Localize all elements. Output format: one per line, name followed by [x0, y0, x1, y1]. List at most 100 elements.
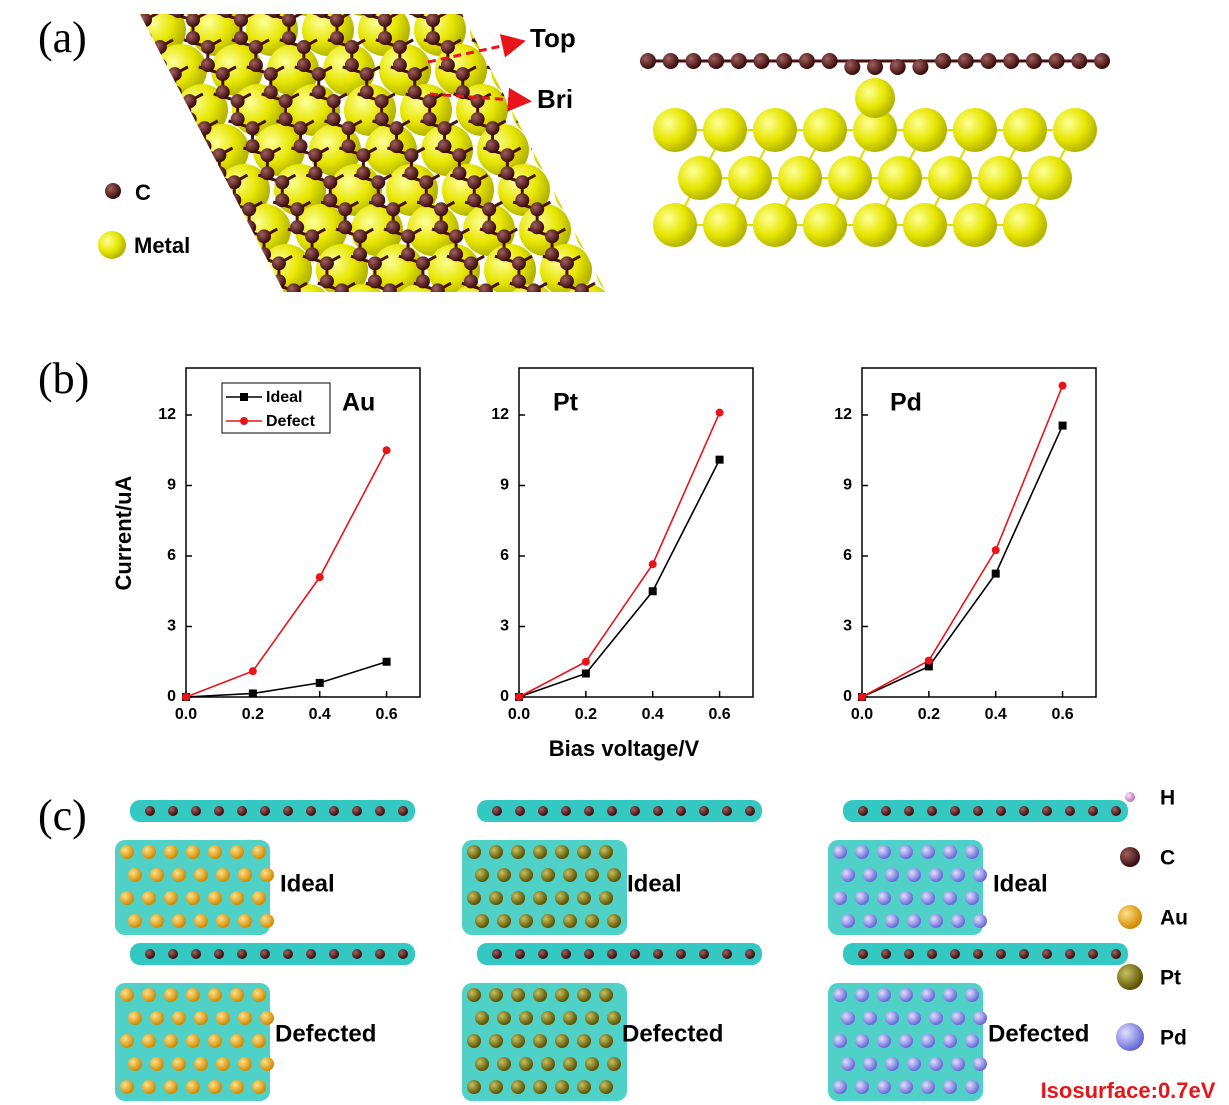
metal-atom: [1, 284, 53, 336]
metal-atom: [885, 1057, 899, 1071]
metal-atom: [260, 914, 274, 928]
metal-atom: [907, 868, 921, 882]
bond: [607, 67, 620, 74]
carbon-atom: [927, 806, 937, 816]
carbon-atom: [404, 166, 418, 180]
carbon-atom: [567, 112, 581, 126]
carbon-atom: [776, 53, 792, 69]
metal-atom: [172, 868, 186, 882]
carbon-atom: [224, 274, 238, 288]
metal-atom: [953, 203, 997, 247]
carbon-atom: [699, 4, 713, 18]
carbon-atom: [578, 220, 592, 234]
carbon-atom: [722, 949, 732, 959]
carbon-atom: [630, 949, 640, 959]
bond: [646, 94, 670, 101]
carbon-atom: [615, 94, 629, 108]
bond: [591, 256, 615, 263]
x-tick-label: 0.4: [309, 706, 331, 723]
metal-atom: [803, 108, 847, 152]
metal-atom: [585, 914, 599, 928]
metal-atom: [281, 0, 333, 16]
carbon-atom: [2, 202, 16, 216]
carbon-atom: [150, 139, 164, 153]
carbon-atom: [209, 247, 223, 261]
carbon-atom: [47, 283, 61, 297]
metal-atom: [599, 1034, 613, 1048]
carbon-atom: [618, 31, 632, 45]
metal-atom: [899, 1034, 913, 1048]
bond: [616, 40, 640, 47]
carbon-atom: [198, 139, 212, 153]
carbon-atom: [731, 53, 747, 69]
bond: [577, 13, 590, 20]
metal-atom: [659, 44, 711, 96]
carbon-atom: [283, 806, 293, 816]
carbon-atom: [666, 31, 680, 45]
metal-atom: [475, 1011, 489, 1025]
site-label: Top: [530, 23, 576, 53]
carbon-atom: [653, 949, 663, 959]
bond: [103, 67, 127, 74]
bond: [78, 283, 102, 290]
metal-atom: [563, 914, 577, 928]
metal-atom: [568, 84, 620, 136]
bond: [531, 148, 555, 155]
carbon-atom: [401, 229, 415, 243]
carbon-atom: [507, 4, 521, 18]
carbon-atom: [950, 949, 960, 959]
bond: [702, 283, 726, 290]
carbon-atom: [212, 148, 226, 162]
carbon-atom: [246, 121, 260, 135]
bond: [198, 283, 211, 290]
metal-atom: [489, 845, 503, 859]
bond: [576, 229, 600, 236]
metal-atom: [607, 1011, 621, 1025]
metal-atom: [208, 1080, 222, 1094]
carbon-atom: [368, 256, 382, 270]
bond: [570, 175, 583, 182]
carbon-atom: [752, 256, 766, 270]
carbon-atom: [39, 112, 53, 126]
bond: [42, 175, 55, 182]
carbon-atom: [560, 274, 574, 288]
x-tick-label: 0.4: [985, 706, 1007, 723]
carbon-atom: [35, 193, 49, 207]
carbon-atom: [138, 13, 152, 27]
carbon-atom: [87, 112, 101, 126]
carbon-atom: [799, 53, 815, 69]
metal-atom: [216, 914, 230, 928]
carbon-atom: [644, 148, 658, 162]
carbon-atom: [191, 806, 201, 816]
metal-atom: [921, 1080, 935, 1094]
y-axis-label: Current/uA: [111, 475, 136, 590]
metal-atom: [907, 1011, 921, 1025]
carbon-atom: [54, 139, 68, 153]
bond: [894, 283, 918, 290]
bond: [15, 256, 39, 263]
metal-atom: [943, 891, 957, 905]
metal-atom: [973, 1011, 987, 1025]
bond: [1, 13, 14, 20]
carbon-atom: [164, 166, 178, 180]
carbon-atom: [822, 53, 838, 69]
carbon-atom: [552, 67, 566, 81]
metal-atom: [225, 0, 277, 16]
carbon-atom: [6, 139, 20, 153]
bond: [555, 148, 568, 155]
bond: [72, 229, 85, 236]
metal-atom: [150, 1057, 164, 1071]
metal-atom: [0, 164, 46, 216]
carbon-atom: [890, 59, 906, 75]
metal-atom: [771, 44, 823, 96]
carbon-atom: [416, 274, 430, 288]
bond: [75, 148, 88, 155]
bond: [0, 202, 9, 209]
carbon-atom: [168, 67, 182, 81]
carbon-atom: [375, 949, 385, 959]
carbon-atom: [1065, 949, 1075, 959]
bond: [666, 175, 679, 182]
legend-label: Metal: [134, 233, 190, 258]
metal-atom: [230, 845, 244, 859]
metal-atom: [951, 914, 965, 928]
